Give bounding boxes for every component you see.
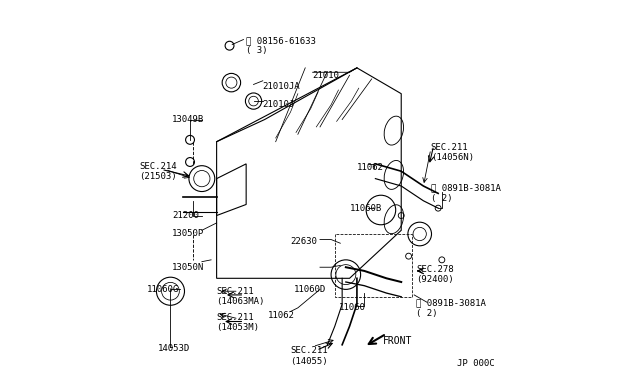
Text: Ⓝ 0891B-3081A
( 2): Ⓝ 0891B-3081A ( 2) [416, 298, 486, 318]
Text: 21010JA: 21010JA [263, 82, 300, 91]
Text: 11060B: 11060B [349, 203, 382, 213]
Text: SEC.211
(14055): SEC.211 (14055) [291, 346, 328, 366]
Text: FRONT: FRONT [383, 336, 412, 346]
Text: 11062: 11062 [268, 311, 295, 320]
Text: SEC.214
(21503): SEC.214 (21503) [139, 161, 177, 181]
Text: 11060D: 11060D [294, 285, 326, 294]
Text: SEC.211
(14056N): SEC.211 (14056N) [431, 143, 474, 163]
Text: 11060G: 11060G [147, 285, 179, 294]
Text: 13049B: 13049B [172, 115, 205, 124]
Text: 21010J: 21010J [263, 100, 295, 109]
Text: SEC.278
(92400): SEC.278 (92400) [416, 265, 454, 284]
Text: 21010: 21010 [312, 71, 339, 80]
Text: Ⓝ 0891B-3081A
( 2): Ⓝ 0891B-3081A ( 2) [431, 184, 500, 203]
Text: JP 000C: JP 000C [456, 359, 494, 368]
Text: 11060: 11060 [339, 303, 365, 312]
Text: 14053D: 14053D [157, 344, 190, 353]
Text: 21200: 21200 [172, 211, 199, 220]
Text: SEC.211
(14063MA): SEC.211 (14063MA) [216, 287, 265, 307]
Text: SEC.211
(14053M): SEC.211 (14053M) [216, 313, 260, 332]
Text: 22630: 22630 [291, 237, 317, 246]
Text: 13050P: 13050P [172, 230, 205, 238]
Text: 11062: 11062 [357, 163, 384, 172]
Text: 13050N: 13050N [172, 263, 205, 272]
Text: Ⓑ 08156-61633
( 3): Ⓑ 08156-61633 ( 3) [246, 36, 316, 55]
